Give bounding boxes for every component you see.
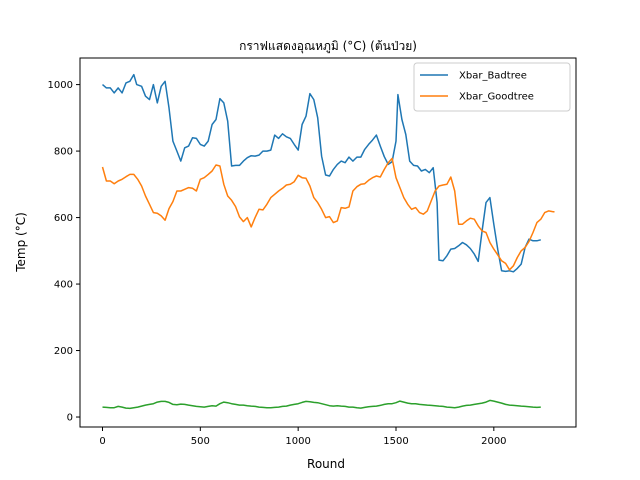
legend-label: Xbar_Badtree: [459, 71, 527, 82]
legend: Xbar_Badtree Xbar_Goodtree: [413, 62, 571, 112]
y-tick-label: 200: [54, 346, 73, 357]
y-tick-label: 800: [54, 147, 73, 158]
series-line-1: [102, 73, 541, 273]
legend-label: Xbar_Goodtree: [459, 92, 534, 103]
x-axis: 0 500 1000 1500 2000: [99, 427, 507, 447]
x-tick-label: 500: [191, 436, 210, 447]
x-axis-label: Round: [307, 457, 345, 471]
x-tick-label: 1000: [285, 436, 310, 447]
y-axis-label: Temp (°C): [14, 212, 28, 273]
y-tick-label: 600: [54, 213, 73, 224]
series-line-3: [102, 399, 541, 410]
plot-frame: [79, 57, 577, 428]
y-tick-label: 400: [54, 280, 73, 291]
x-tick-label: 2000: [481, 436, 506, 447]
series-line-2: [101, 157, 555, 271]
y-tick-label: 0: [67, 413, 73, 424]
x-tick-label: 0: [99, 436, 105, 447]
y-axis: 0 200 400 600 800 1000: [48, 80, 80, 424]
plot-area: [79, 57, 577, 428]
y-tick-label: 1000: [48, 80, 73, 91]
x-tick-label: 1500: [383, 436, 408, 447]
chart-title: กราฟแสดงอุณหภูมิ (°C) (ต้นป่วย): [239, 39, 417, 54]
series-layer: [101, 73, 555, 410]
legend-box: [413, 62, 571, 112]
